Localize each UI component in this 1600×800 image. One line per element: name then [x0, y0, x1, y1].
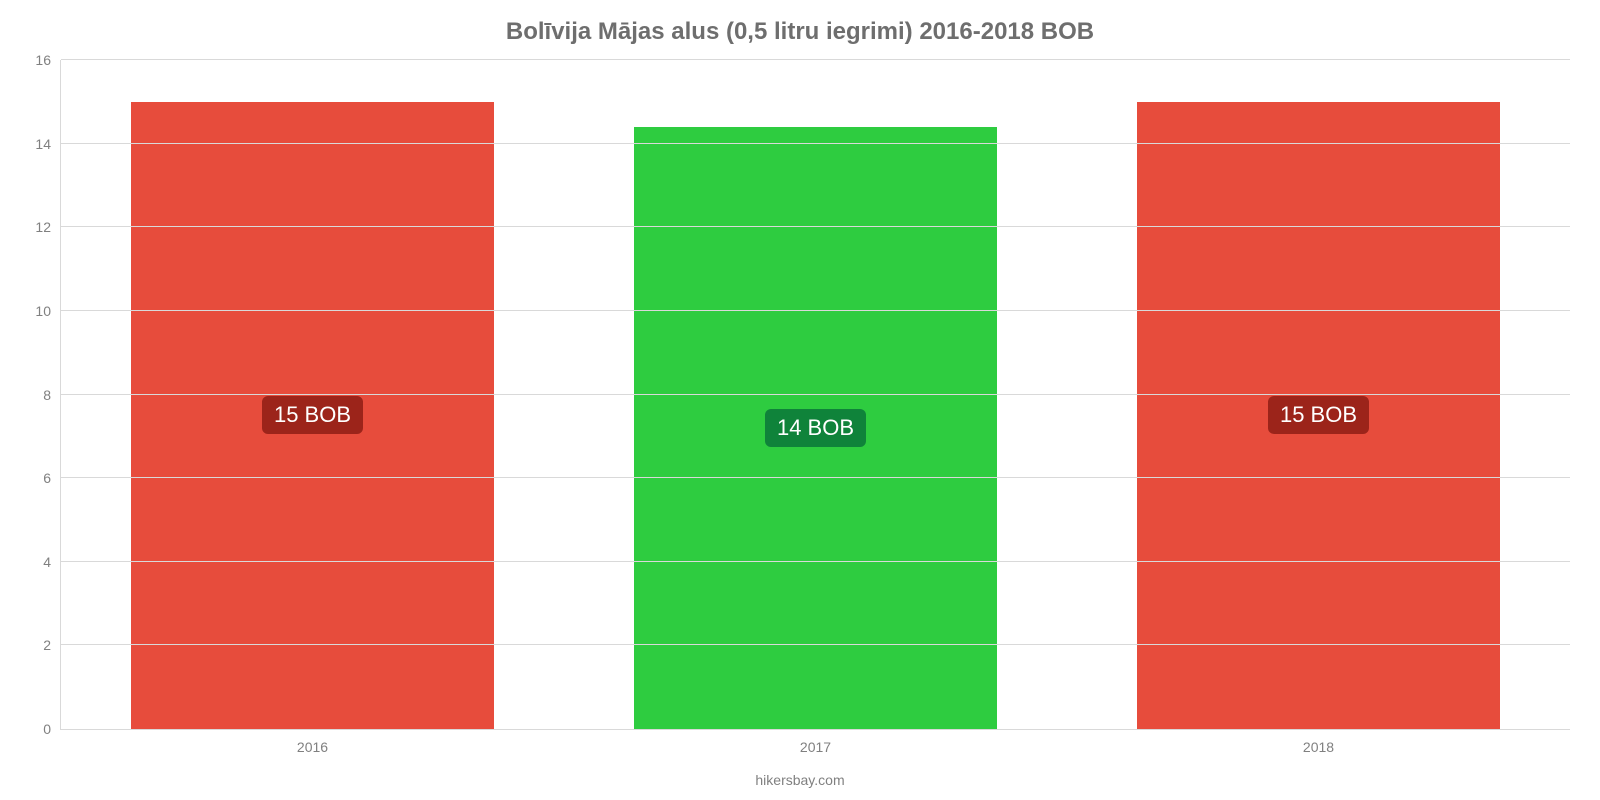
chart-area: 15 BOB201614 BOB201715 BOB2018 024681012… [60, 60, 1570, 730]
gridline [61, 310, 1570, 311]
chart-footer: hikersbay.com [0, 772, 1600, 788]
ytick-label: 10 [35, 303, 61, 319]
bar-value-label: 15 BOB [1268, 396, 1369, 434]
bar-slot: 15 BOB2016 [61, 60, 564, 729]
xtick-label: 2017 [800, 729, 831, 755]
bars-container: 15 BOB201614 BOB201715 BOB2018 [61, 60, 1570, 729]
ytick-label: 6 [43, 470, 61, 486]
ytick-label: 4 [43, 554, 61, 570]
bar-slot: 14 BOB2017 [564, 60, 1067, 729]
gridline [61, 394, 1570, 395]
ytick-label: 2 [43, 637, 61, 653]
ytick-label: 0 [43, 721, 61, 737]
gridline [61, 226, 1570, 227]
gridline [61, 477, 1570, 478]
gridline [61, 561, 1570, 562]
bar: 14 BOB [634, 127, 996, 729]
bar: 15 BOB [1137, 102, 1499, 729]
ytick-label: 12 [35, 219, 61, 235]
gridline [61, 644, 1570, 645]
bar-slot: 15 BOB2018 [1067, 60, 1570, 729]
gridline [61, 143, 1570, 144]
xtick-label: 2018 [1303, 729, 1334, 755]
xtick-label: 2016 [297, 729, 328, 755]
chart-title: Bolīvija Mājas alus (0,5 litru iegrimi) … [0, 0, 1600, 56]
plot-region: 15 BOB201614 BOB201715 BOB2018 024681012… [60, 60, 1570, 730]
gridline [61, 59, 1570, 60]
bar-value-label: 15 BOB [262, 396, 363, 434]
ytick-label: 14 [35, 136, 61, 152]
ytick-label: 16 [35, 52, 61, 68]
ytick-label: 8 [43, 387, 61, 403]
bar: 15 BOB [131, 102, 493, 729]
bar-value-label: 14 BOB [765, 409, 866, 447]
